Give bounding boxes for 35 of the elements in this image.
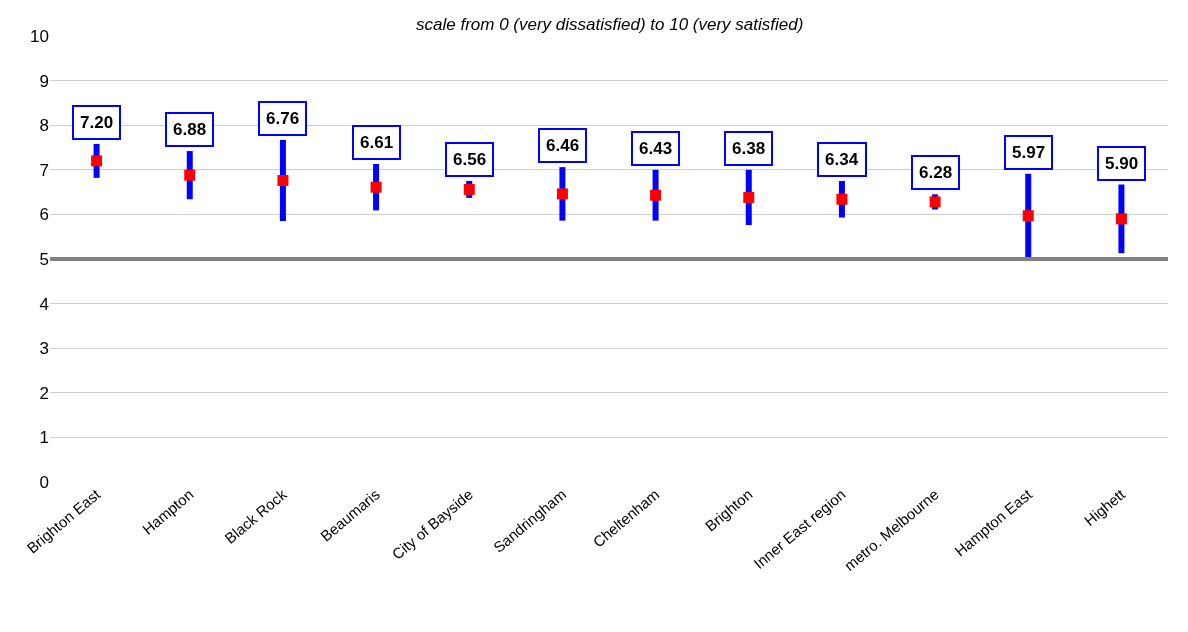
y-tick-label: 1 (39, 428, 49, 448)
point (1115, 213, 1127, 225)
point (556, 188, 568, 200)
chart-subtitle: scale from 0 (very dissatisfied) to 10 (very satisfied) (416, 15, 804, 34)
data-label: 5.90 (1105, 154, 1139, 173)
data-label: 6.34 (825, 150, 859, 169)
point (836, 193, 848, 205)
y-tick-label: 4 (39, 294, 49, 314)
data-label: 6.43 (639, 139, 673, 158)
data-label: 6.46 (546, 136, 580, 155)
point (650, 189, 662, 201)
point (743, 191, 755, 203)
data-label: 7.20 (80, 113, 114, 132)
y-tick-label: 8 (39, 116, 49, 136)
y-tick-label: 2 (39, 383, 49, 403)
data-label: 6.56 (453, 150, 487, 169)
point (370, 181, 382, 193)
y-tick-label: 7 (39, 160, 49, 180)
point (184, 169, 196, 181)
data-label: 6.28 (919, 163, 953, 182)
y-tick-label: 10 (30, 26, 49, 46)
data-label: 6.61 (360, 133, 394, 152)
y-tick-label: 6 (39, 205, 49, 225)
point (91, 155, 103, 167)
data-label: 6.38 (732, 139, 766, 158)
point (463, 183, 475, 195)
data-label: 5.97 (1012, 143, 1046, 162)
y-tick-label: 5 (39, 249, 49, 269)
point (277, 175, 289, 186)
data-label: 6.88 (173, 120, 207, 139)
y-tick-label: 9 (39, 71, 49, 91)
point (1022, 210, 1034, 222)
y-tick-label: 3 (39, 339, 49, 359)
data-label: 6.76 (266, 109, 300, 128)
y-tick-label: 0 (39, 472, 49, 492)
